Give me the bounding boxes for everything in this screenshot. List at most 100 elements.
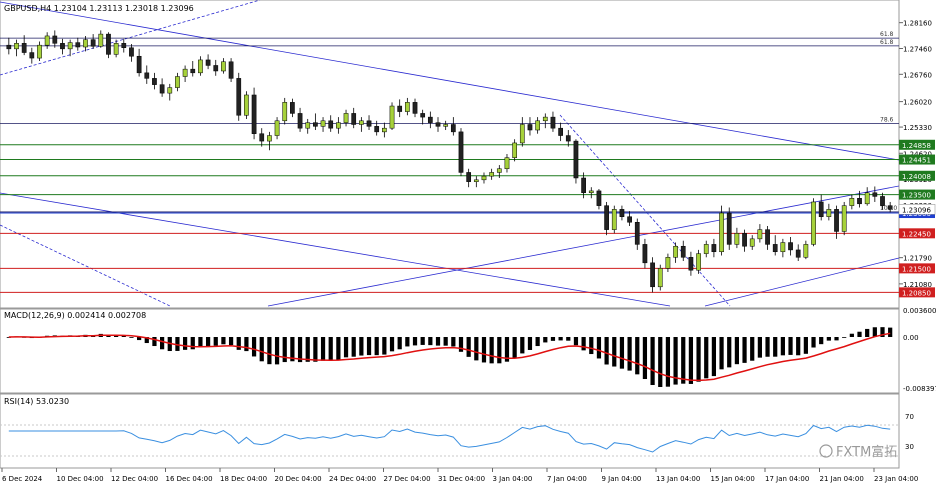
macd-bar [888,327,893,337]
candle-bull [512,142,517,158]
macd-tick-label: 0.00 [903,334,919,342]
candle-bear [236,78,242,116]
macd-bar [129,337,134,338]
candle-bear [558,127,563,136]
candle-bull [849,198,855,206]
macd-bar [650,337,655,386]
trendline [704,257,900,307]
candle-bull [535,120,540,131]
macd-bar [742,337,747,363]
time-tick-label: 17 Jan 04:00 [765,475,809,483]
candle-bear [565,135,571,142]
macd-bar [137,337,142,341]
macd-bar [604,337,609,365]
macd-bar [512,337,517,359]
price-panel: 61.861.878.6100.0 GBPUSD,H4 1.23104 1.23… [0,0,900,309]
macd-bar [711,337,717,377]
macd-bar [834,337,839,341]
candle-bear [29,52,35,59]
macd-histogram [6,327,893,387]
watermark-text: FXTM富拓 [836,444,897,460]
time-tick-label: 18 Dec 04:00 [220,475,267,483]
macd-panel: MACD(12,26,9) 0.002414 0.002708 [0,308,900,394]
macd-bar [566,337,571,341]
macd-bar [175,337,180,351]
candle-bull [244,94,249,116]
macd-bar [213,337,218,346]
macd-bar [458,337,464,352]
macd-bar [765,337,770,357]
macd-bar [290,337,295,362]
macd-bar [221,337,226,345]
macd-bar [198,337,203,348]
macd-bar [121,335,126,337]
candle-bull [113,43,119,55]
price-level-tag [899,154,935,165]
trendline [559,114,731,307]
macd-bar [474,337,479,361]
macd-bar [788,337,793,355]
macd-bar [328,337,333,361]
macd-bar [412,337,418,346]
macd-title: MACD(12,26,9) 0.002414 0.002708 [4,311,146,320]
candle-bear [619,209,625,217]
macd-bar [282,337,287,363]
trendline [267,185,900,307]
macd-tick-label: -0.008397 [903,385,936,393]
macd-bar [719,337,724,370]
macd-bar [351,337,356,357]
macd-bar [236,337,241,350]
macd-bar [520,337,525,354]
macd-bar [527,337,533,350]
macd-bar [734,337,739,365]
candle-bear [205,59,211,66]
candle-bull [44,35,50,46]
macd-bar [658,337,663,387]
candle-bull [657,268,663,288]
candle-bear [466,172,472,182]
macd-bar [865,328,870,337]
candle-bear [765,229,770,245]
price-level-tag [899,287,935,298]
candle-bull [811,201,816,245]
macd-bar [182,337,188,350]
price-axis: 1.28160 1.27460 1.26760 1.26020 1.25330 1.246… [898,20,936,298]
price-tick-label: 1.21790 [903,255,932,263]
candle-bear [412,102,418,114]
candle-bull [473,179,479,182]
price-level-label: 1.21500 [902,265,931,273]
candle-bull [734,233,740,245]
time-tick-label: 7 Jan 04:00 [547,475,587,483]
macd-bar [274,337,280,365]
candle-bear [6,44,12,50]
candle-bear [726,212,732,245]
price-tick-label: 1.21080 [903,281,932,289]
macd-bar [313,337,318,362]
candle-bear [550,116,556,129]
macd-bar [688,337,694,384]
trendline [0,0,261,76]
fib-level-label: 61.8 [880,31,894,38]
macd-bar [106,335,111,337]
price-level-label: 1.24008 [902,173,931,181]
candle-bull [780,242,786,253]
price-levels: 61.861.878.6100.0 [0,31,899,293]
macd-bar [435,337,441,346]
candle-bull [67,42,73,50]
price-level-label: 1.24451 [902,157,931,165]
candle-bull [481,175,487,181]
price-level-tag [899,170,935,181]
candle-bull [382,127,387,133]
macd-signal-line [8,332,891,382]
macd-bar [811,337,816,348]
time-tick-label: 27 Dec 04:00 [384,475,431,483]
candle-bull [496,168,502,173]
candle-bear [627,216,632,223]
candle-bear [351,113,357,125]
rsi-title: RSI(14) 53.0230 [4,397,69,406]
macd-bar [704,337,709,379]
price-level-label: 1.22450 [902,230,931,238]
candle-bull [198,59,203,74]
candle-bear [642,244,648,264]
